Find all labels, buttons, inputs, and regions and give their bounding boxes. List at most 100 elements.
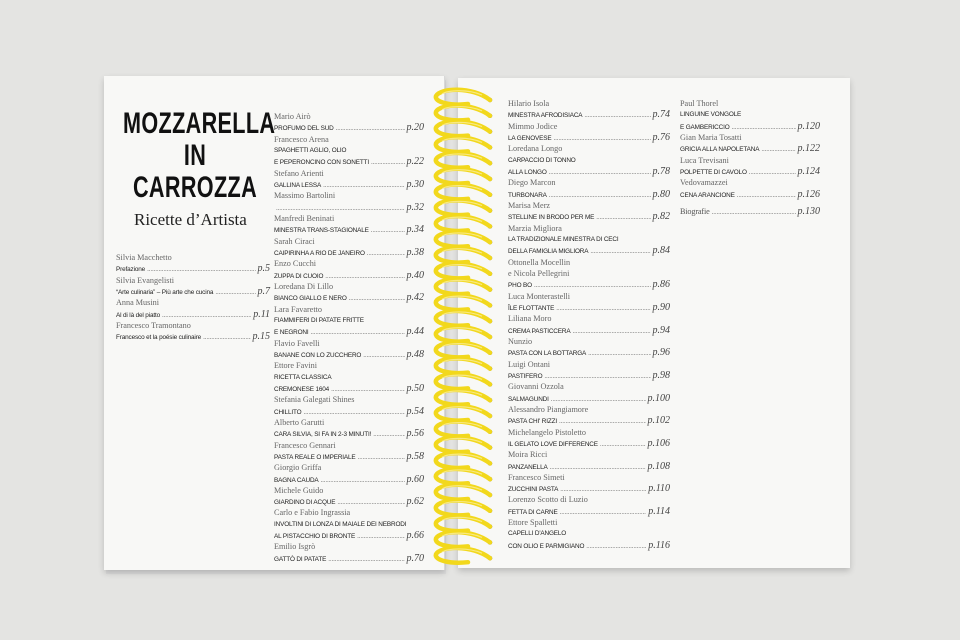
toc-entry: Marisa Merz STELLINE IN BRODO PER ME p.82: [508, 200, 670, 223]
leader-dots: [203, 332, 250, 343]
toc-title: CARPACCIO DI TONNO: [508, 156, 576, 164]
toc-title: MINESTRA TRANS-STAGIONALE: [274, 227, 369, 235]
toc-entry: Gian Maria Tosatti GRICIA ALLA NAPOLETANA…: [680, 132, 820, 155]
toc-entry: Silvia Macchetto Prefazione p.5: [116, 252, 270, 275]
toc-entry: Luca Monterastelli ÎLE FLOTTANTE p.90: [508, 291, 670, 314]
toc-author: Ottonella Mocellin: [508, 257, 571, 267]
toc-entry: Giorgio Griffa BAGNA CAUDA p.60: [274, 462, 424, 485]
toc-author: Michelangelo Pistoletto: [508, 427, 586, 437]
toc-title: RICETTA CLASSICA: [274, 373, 332, 381]
toc-author: Loredana Longo: [508, 144, 563, 154]
spiral-coil: [433, 292, 493, 313]
coil-highlight: [441, 500, 483, 507]
spiral-coil: [433, 166, 493, 186]
toc-title: PROFUMO DEL SUD: [274, 125, 334, 133]
page-number: p.15: [252, 331, 271, 343]
page-number: p.100: [647, 392, 671, 404]
toc-author: Michele Guido: [274, 485, 324, 495]
toc-title-row: PASTA CHI' RIZZI p.102: [508, 415, 670, 426]
toc-title: BANANE CON LO ZUCCHERO: [274, 351, 362, 359]
toc-entry: Enzo Cucchi ZUPPA DI CUOIO p.40: [274, 258, 424, 281]
toc-entry: Loredana Di Lillo BIANCO GIALLO E NERO p.4…: [274, 281, 424, 304]
toc-title-row: GALLINA LESSA p.30: [274, 179, 424, 190]
page-number: p.82: [652, 211, 671, 223]
toc-entry: Francesco Tramontano Francesco et la poés…: [116, 320, 270, 343]
toc-author: Luca Monterastelli: [508, 291, 571, 301]
toc-title: DELLA FAMIGLIA MIGLIORA: [508, 248, 589, 256]
toc-entry: Massimo Bartolini p.32: [274, 190, 424, 213]
toc-title: CENA ARANCIONE: [680, 191, 735, 199]
toc-entry: Diego Marcon TURBONARA p.80: [508, 177, 670, 200]
spiral-coil: [433, 450, 493, 471]
spiral-coil: [433, 466, 493, 486]
toc-title: GATTÒ DI PATATE: [274, 555, 327, 563]
toc-title-row: E NEGRONI p.44: [274, 326, 424, 337]
coil-highlight: [441, 121, 483, 128]
page-number: p.84: [652, 245, 671, 257]
toc-title: INVOLTINI DI LONZA DI MAIALE DEI NEBRODI: [274, 520, 407, 528]
toc-title: BAGNA CAUDA: [274, 476, 319, 484]
toc-author: Stefano Arienti: [274, 168, 324, 178]
coil-highlight: [441, 485, 483, 491]
toc-entry: Stefania Galegati Shines CHILLITO p.54: [274, 394, 424, 417]
toc-author: Carlo e Fabio Ingrassia: [274, 508, 351, 518]
page-number: p.74: [652, 109, 671, 121]
page-number: p.60: [406, 473, 425, 485]
coil-highlight: [441, 279, 483, 286]
toc-author: Lara Favaretto: [274, 304, 322, 314]
toc-title: FIAMMIFERI DI PATATE FRITTE: [274, 316, 364, 324]
coil-highlight: [441, 295, 483, 301]
toc-title: GRICIA ALLA NAPOLETANA: [680, 146, 760, 154]
toc-author: Anna Musini: [116, 298, 159, 308]
toc-title: SALMAGUNDI: [508, 395, 549, 403]
coil-highlight: [441, 532, 483, 538]
toc-entry: Anna Musini Al di là del piatto p.11: [116, 297, 270, 320]
toc-title-row: MINESTRA TRANS-STAGIONALE p.34: [274, 224, 424, 235]
page-number: p.50: [406, 382, 425, 394]
toc-title: LA TRADIZIONALE MINESTRA DI CECI: [508, 235, 619, 243]
coil-highlight: [441, 216, 483, 222]
toc-title-row: FETTA DI CARNE p.114: [508, 506, 670, 517]
toc-entry: Francesco Simeti ZUCCHINI PASTA p.110: [508, 472, 670, 495]
spiral-coil: [433, 435, 493, 455]
toc-author: Loredana Di Lillo: [274, 281, 334, 291]
toc-title: PASTA CHI' RIZZI: [508, 418, 558, 426]
toc-title: E GAMBERICCIO: [680, 123, 730, 131]
page-number: p.114: [648, 505, 670, 517]
spiral-coil: [433, 514, 493, 534]
coil-highlight: [441, 453, 483, 459]
spiral-coil: [433, 340, 493, 360]
title-line: MOZZARELLA: [123, 107, 276, 140]
toc-title: Biografie: [680, 206, 710, 216]
toc-title: SPAGHETTI AGLIO, OLIO: [274, 146, 347, 154]
toc-title: AL PISTACCHIO DI BRONTE: [274, 533, 356, 541]
page-number: p.32: [406, 201, 425, 213]
toc-title-row: Biografie p.130: [680, 206, 820, 217]
toc-entry: Ettore Favini RICETTA CLASSICA CREMONESE 1…: [274, 360, 424, 394]
coil-highlight: [441, 342, 483, 349]
toc-entry: Carlo e Fabio Ingrassia INVOLTINI DI LONZ…: [274, 507, 424, 541]
toc-title: CHILLITO: [274, 408, 302, 416]
coil-highlight: [441, 90, 483, 96]
toc-title-row: CON OLIO E PARMIGIANO p.116: [508, 540, 670, 551]
coil-highlight: [441, 153, 483, 159]
toc-title: CAIPIRINHA A RIO DE JANEIRO: [274, 249, 365, 257]
spiral-coil: [433, 308, 493, 328]
toc-title-row: BANANE CON LO ZUCCHERO p.48: [274, 349, 424, 360]
page-number: p.120: [797, 120, 821, 132]
toc-entry: Liliana Moro CREMA PASTICCERA p.94: [508, 313, 670, 336]
coil-highlight: [441, 232, 483, 238]
toc-author: Luca Trevisani: [680, 155, 729, 165]
coil-highlight: [441, 137, 483, 143]
toc-entry: Luca Trevisani POLPETTE DI CAVOLO p.124: [680, 155, 820, 178]
toc-column-3: Paul Thorel LINGUINE VONGOLE E GAMBERICCIO…: [680, 98, 820, 217]
spiral-coil: [433, 182, 493, 202]
spiral-coil: [433, 198, 493, 218]
page-number: p.20: [406, 122, 425, 134]
page-number: p.30: [406, 178, 425, 190]
spiral-coil: [433, 245, 493, 265]
toc-title-row: PROFUMO DEL SUD p.20: [274, 122, 424, 133]
page-number: p.48: [406, 348, 425, 360]
book-subtitle: Ricette d’Artista: [134, 210, 247, 229]
